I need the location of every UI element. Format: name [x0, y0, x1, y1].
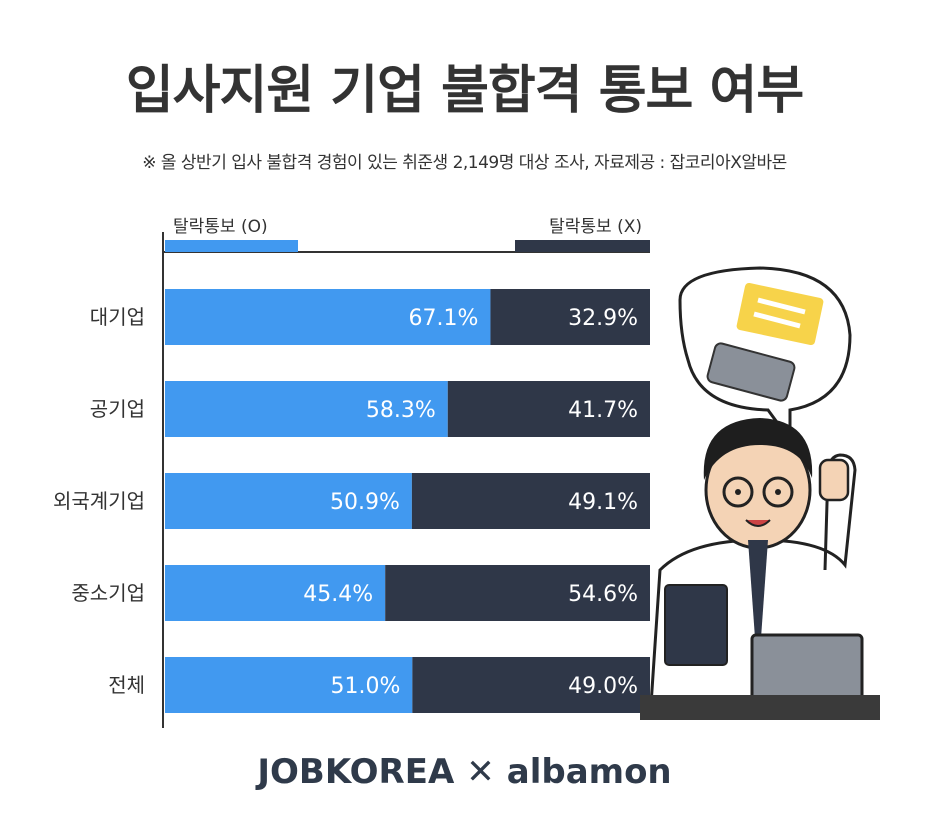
speech-bubble-icon	[678, 266, 852, 445]
bar-notified	[165, 381, 448, 437]
bar-notified	[165, 289, 491, 345]
bar-not-notified	[490, 289, 650, 345]
data-label-notified: 58.3%	[366, 398, 436, 423]
legend-label-notified: 탈락통보 (O)	[173, 217, 268, 237]
person-illustration	[640, 418, 880, 720]
footer-logos: JOBKOREA ✕ albamon	[0, 752, 929, 792]
bar-not-notified	[447, 381, 650, 437]
category-label: 공기업	[90, 397, 145, 421]
legend-label-not-notified: 탈락통보 (X)	[549, 217, 642, 237]
legend-swatch-not-notified	[515, 240, 650, 252]
category-label: 전체	[108, 673, 145, 697]
collaboration-x-icon: ✕	[466, 752, 495, 792]
data-label-not-notified: 49.0%	[568, 674, 638, 699]
data-label-not-notified: 32.9%	[568, 306, 638, 331]
bar-not-notified	[385, 565, 650, 621]
data-label-not-notified: 49.1%	[568, 490, 638, 515]
data-label-notified: 45.4%	[303, 582, 373, 607]
legend-swatch-notified	[165, 240, 298, 252]
data-label-not-notified: 41.7%	[568, 398, 638, 423]
stacked-bar-chart: 탈락통보 (O) 탈락통보 (X) 대기업 67.1% 32.9% 공기업 58.3% 41.…	[53, 217, 650, 728]
chart-subtitle: ※ 올 상반기 입사 불합격 경험이 있는 취준생 2,149명 대상 조사, …	[142, 153, 787, 173]
data-label-notified: 67.1%	[409, 306, 479, 331]
bar-notified	[165, 657, 413, 713]
jobkorea-logo: JOBKOREA	[257, 752, 455, 792]
data-label-not-notified: 54.6%	[568, 582, 638, 607]
category-label: 중소기업	[71, 581, 145, 605]
albamon-logo: albamon	[506, 752, 672, 792]
bar-notified	[165, 565, 386, 621]
office-worker-illustration	[640, 266, 880, 720]
bar-notified	[165, 473, 412, 529]
category-label: 대기업	[90, 305, 145, 329]
chart-title: 입사지원 기업 불합격 통보 여부	[125, 61, 804, 121]
bar-not-notified	[412, 657, 650, 713]
data-label-notified: 51.0%	[330, 674, 400, 699]
category-label: 외국계기업	[53, 489, 145, 513]
data-label-notified: 50.9%	[330, 490, 400, 515]
bar-not-notified	[411, 473, 650, 529]
